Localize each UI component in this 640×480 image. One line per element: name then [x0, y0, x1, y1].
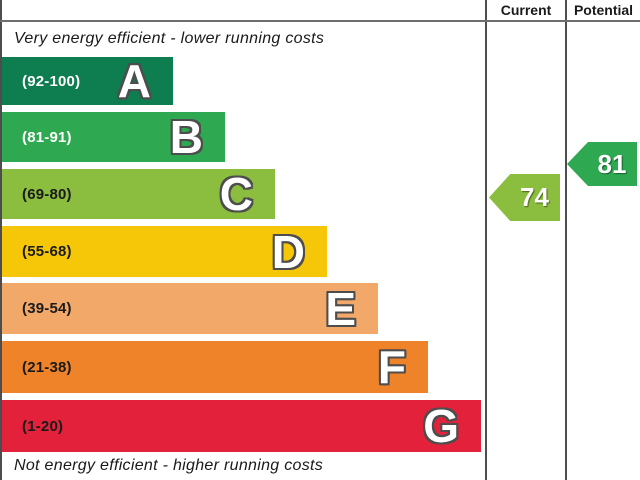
- band-letter-d: D: [271, 225, 305, 278]
- band-bar-f: (21-38) F: [2, 341, 428, 393]
- band-range-a: (92-100): [22, 72, 81, 90]
- band-bar-c: (69-80) C: [2, 169, 275, 219]
- potential-column-divider: [565, 0, 567, 480]
- band-range-c: (69-80): [22, 185, 72, 203]
- band-range-d: (55-68): [22, 243, 72, 260]
- band-letter-g: G: [423, 400, 459, 452]
- band-bar-a: (92-100) A: [2, 57, 173, 105]
- potential-column-header: Potential: [573, 2, 634, 18]
- header-bottom-border: [0, 20, 640, 22]
- current-column-divider: [485, 0, 487, 480]
- band-bar-b: (81-91) B: [2, 112, 225, 162]
- band-letter-c: C: [219, 168, 253, 220]
- top-caption: Very energy efficient - lower running co…: [14, 30, 325, 47]
- band-letter-b: B: [169, 111, 203, 163]
- band-letter-a: A: [117, 55, 151, 107]
- band-letter-e: E: [325, 282, 356, 335]
- band-bar-d: (55-68) D: [2, 226, 327, 277]
- potential-rating-arrow: 81: [567, 142, 637, 186]
- band-bar-g: (1-20) G: [2, 400, 481, 452]
- band-range-f: (21-38): [22, 358, 72, 376]
- band-range-b: (81-91): [22, 128, 72, 146]
- bottom-caption: Not energy efficient - higher running co…: [14, 457, 324, 474]
- current-rating-arrow: 74: [489, 174, 560, 221]
- band-bar-e: (39-54) E: [2, 283, 378, 334]
- table-left-border: [0, 0, 2, 480]
- band-letter-f: F: [377, 341, 406, 393]
- current-rating-value: 74: [520, 182, 549, 212]
- current-column-header: Current: [500, 2, 552, 18]
- band-range-e: (39-54): [22, 300, 72, 317]
- potential-rating-value: 81: [597, 148, 627, 179]
- band-range-g: (1-20): [22, 417, 64, 435]
